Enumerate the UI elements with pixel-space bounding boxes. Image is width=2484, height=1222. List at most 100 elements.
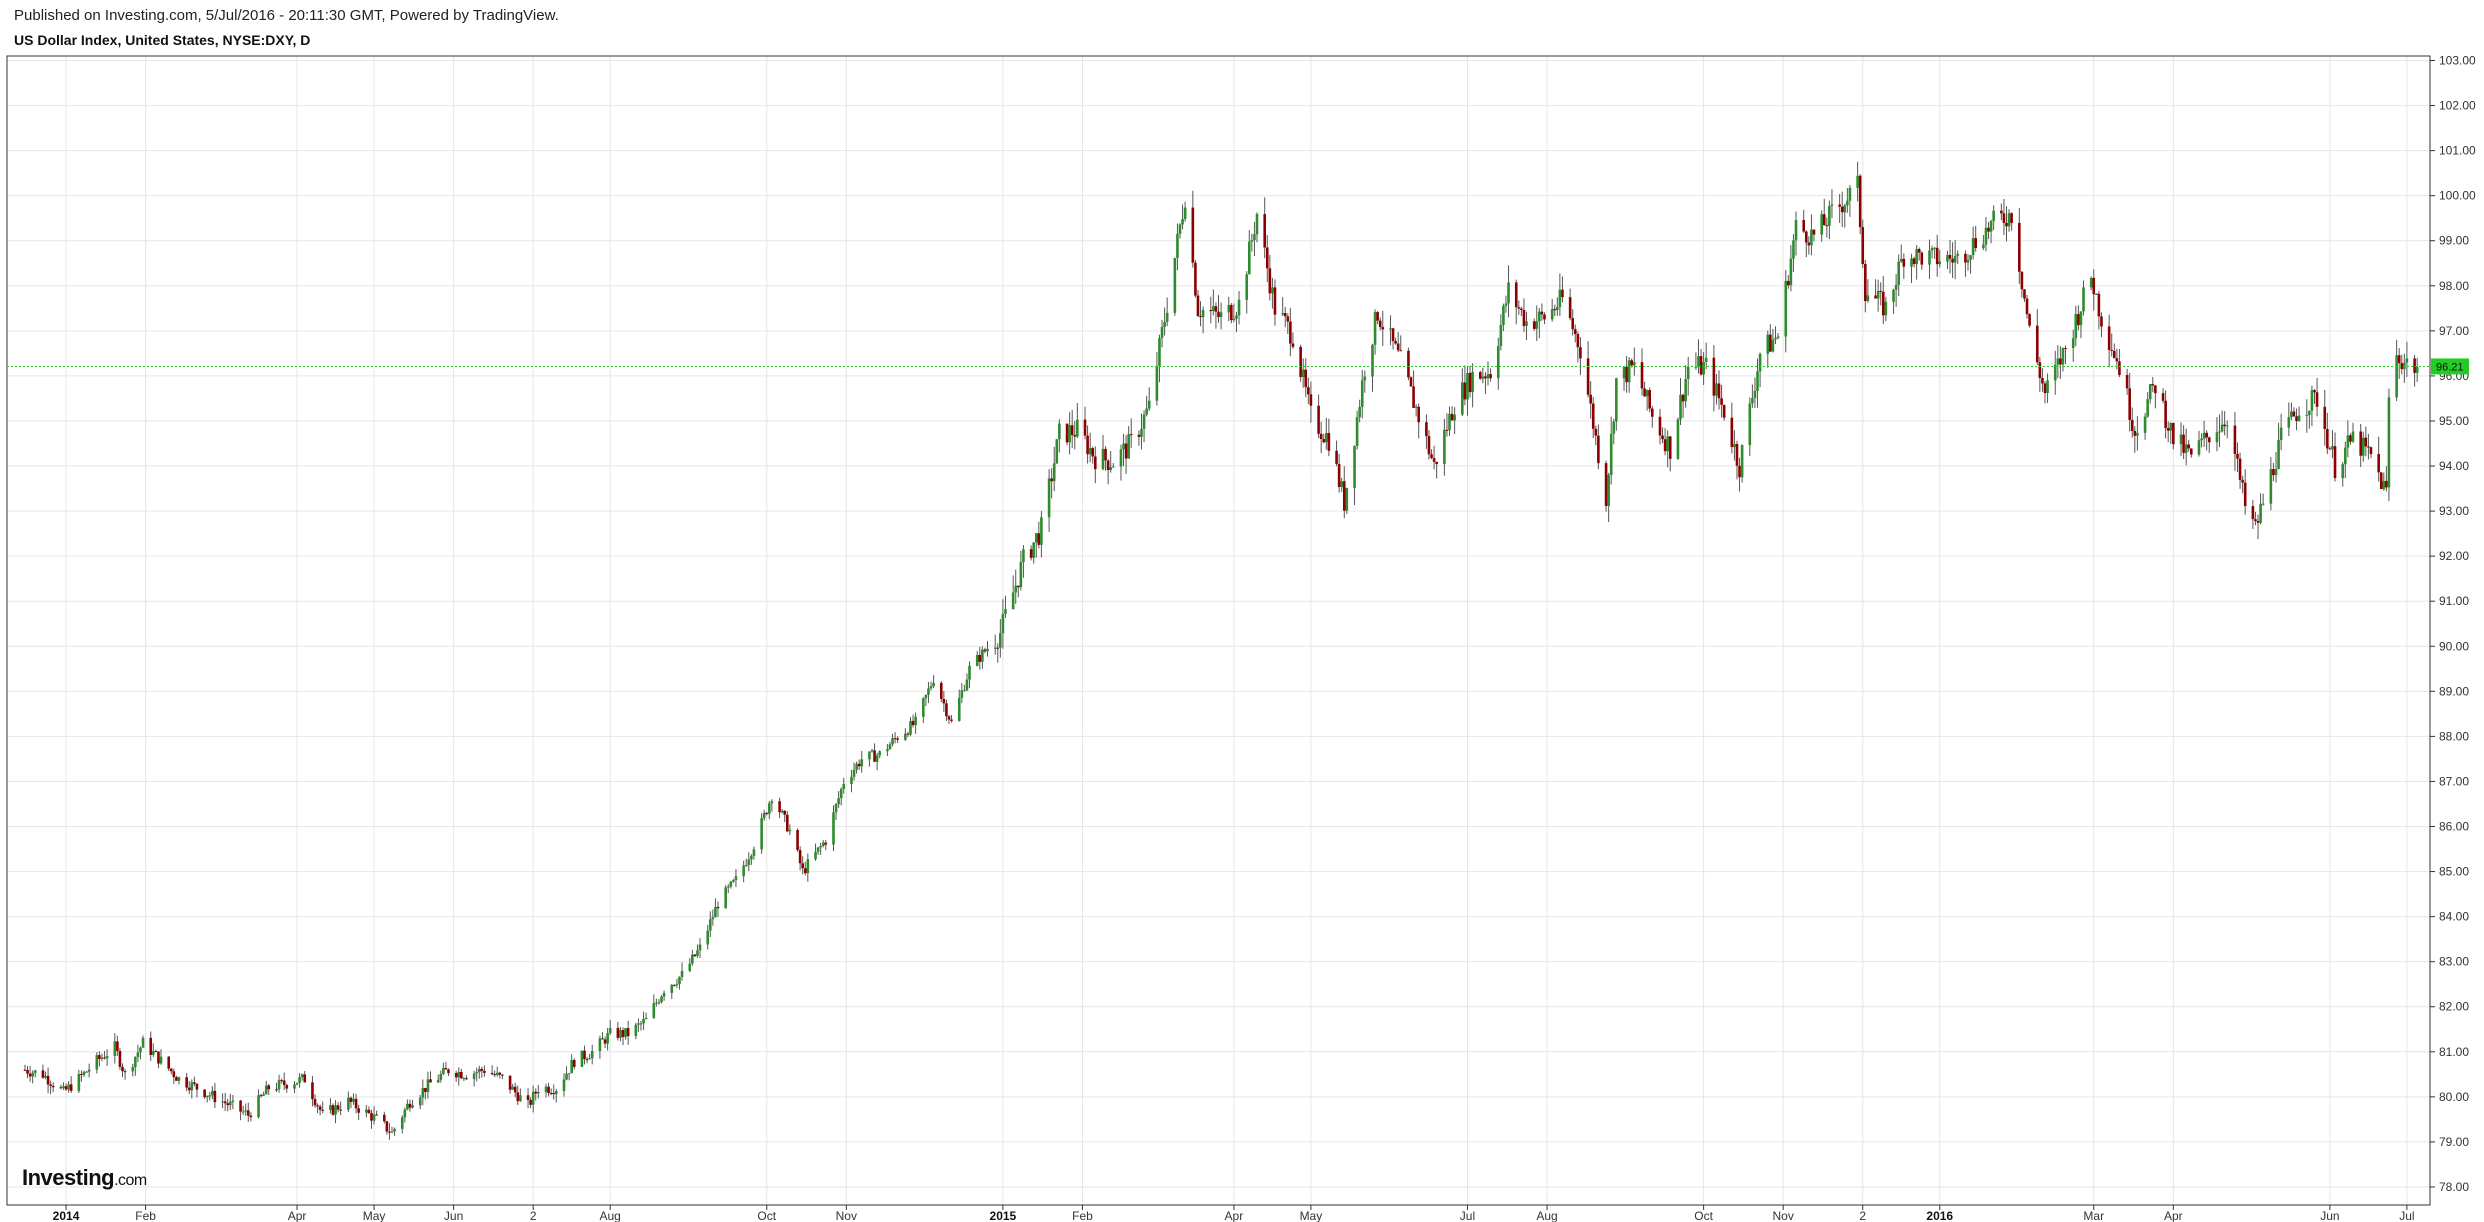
candle	[2179, 422, 2183, 457]
candle-body	[1864, 264, 1867, 302]
candle-body	[1173, 257, 1177, 313]
candle-body	[1050, 478, 1053, 482]
candle	[2202, 420, 2206, 448]
candle	[675, 978, 679, 988]
candle-body	[963, 690, 966, 692]
candle	[1317, 394, 1320, 439]
candle-body	[1176, 233, 1179, 258]
candle	[2164, 390, 2167, 439]
candle-body	[2079, 311, 2083, 326]
candle	[511, 1083, 514, 1090]
candle-body	[1486, 374, 1490, 379]
candle	[1281, 297, 1284, 317]
candle	[1199, 301, 1202, 327]
candle	[1022, 545, 1025, 578]
candle-body	[282, 1080, 286, 1086]
candle-body	[1694, 366, 1698, 368]
candle-body	[1828, 205, 1831, 226]
candle-body	[152, 1051, 155, 1055]
candle	[1771, 328, 1775, 353]
y-tick-label: 102.00	[2439, 99, 2476, 113]
time-axis[interactable]: 2014 Feb Apr May Jun 2 Aug Oct Nov 2015 Feb Apr May J…	[53, 1205, 2415, 1222]
candle-body	[1196, 295, 1200, 317]
candle-body	[436, 1079, 440, 1083]
candle	[1011, 575, 1015, 610]
candle	[2251, 499, 2255, 529]
candle	[1489, 368, 1492, 382]
candle-body	[2035, 325, 2039, 363]
candle-body	[1489, 374, 1492, 379]
candle-body	[1111, 466, 1115, 468]
candle-body	[1165, 312, 1169, 322]
candle	[1686, 357, 1690, 396]
candle-body	[947, 716, 951, 720]
candle-body	[495, 1072, 499, 1076]
candle-body	[839, 788, 843, 799]
candle	[2308, 410, 2311, 429]
candle-body	[1253, 234, 1256, 240]
x-tick-label: Apr	[2164, 1209, 2183, 1222]
candle	[1345, 487, 1349, 515]
candle	[267, 1083, 271, 1096]
candle	[2328, 446, 2332, 450]
candle-body	[1360, 380, 1364, 407]
candle-body	[2043, 383, 2047, 394]
candle-body	[1399, 350, 1403, 352]
candle-body	[1858, 175, 1862, 228]
candle-body	[942, 699, 946, 704]
candle	[1625, 355, 1628, 393]
candle-body	[1679, 394, 1682, 420]
candle	[2367, 433, 2370, 460]
candle	[860, 750, 864, 773]
candle-body	[157, 1051, 160, 1064]
candle-body	[837, 798, 840, 805]
candle	[1301, 358, 1305, 388]
candle-body	[1558, 289, 1562, 308]
candle	[634, 1022, 638, 1040]
candle-body	[1230, 304, 1233, 321]
candle-body	[185, 1077, 188, 1088]
candle	[159, 1049, 163, 1065]
candle	[1417, 403, 1421, 439]
candle-body	[1353, 445, 1356, 488]
candle-body	[1971, 238, 1975, 256]
candle	[134, 1056, 137, 1076]
candle	[100, 1053, 104, 1062]
candle-body	[1535, 321, 1539, 329]
candle-body	[1543, 314, 1546, 320]
candle-body	[886, 749, 889, 752]
x-tick-label: 2	[1859, 1209, 1866, 1222]
candle-body	[2059, 358, 2062, 365]
candle	[1520, 307, 1523, 316]
candle-body	[531, 1091, 535, 1105]
candle-body	[1712, 357, 1716, 396]
candle-body	[246, 1110, 250, 1116]
candle-body	[2405, 358, 2409, 363]
candle	[1163, 307, 1166, 336]
candle-body	[1093, 456, 1097, 470]
candle	[1733, 430, 1736, 461]
candle-body	[1766, 334, 1770, 354]
candle-body	[945, 703, 948, 717]
candle-body	[1553, 309, 1557, 311]
candle-body	[2254, 519, 2257, 521]
price-axis[interactable]: 78.00 79.00 80.00 81.00 82.00 83.00 84.00 85.00…	[2430, 54, 2476, 1194]
candle-body	[211, 1090, 214, 1096]
candle	[1666, 430, 1669, 468]
candle-body	[1935, 247, 1939, 265]
candle-body	[1579, 347, 1582, 359]
candle	[1648, 387, 1652, 413]
candle-body	[621, 1030, 625, 1037]
candle-body	[996, 647, 1000, 649]
candle	[1014, 569, 1018, 604]
candle-body	[2010, 213, 2013, 223]
candle-body	[105, 1055, 109, 1059]
candle	[814, 843, 817, 861]
candle	[82, 1070, 86, 1077]
candle	[185, 1073, 188, 1092]
candle	[2161, 388, 2165, 404]
candle	[2379, 472, 2383, 490]
candle-body	[513, 1086, 517, 1093]
candle-body	[1684, 378, 1687, 402]
